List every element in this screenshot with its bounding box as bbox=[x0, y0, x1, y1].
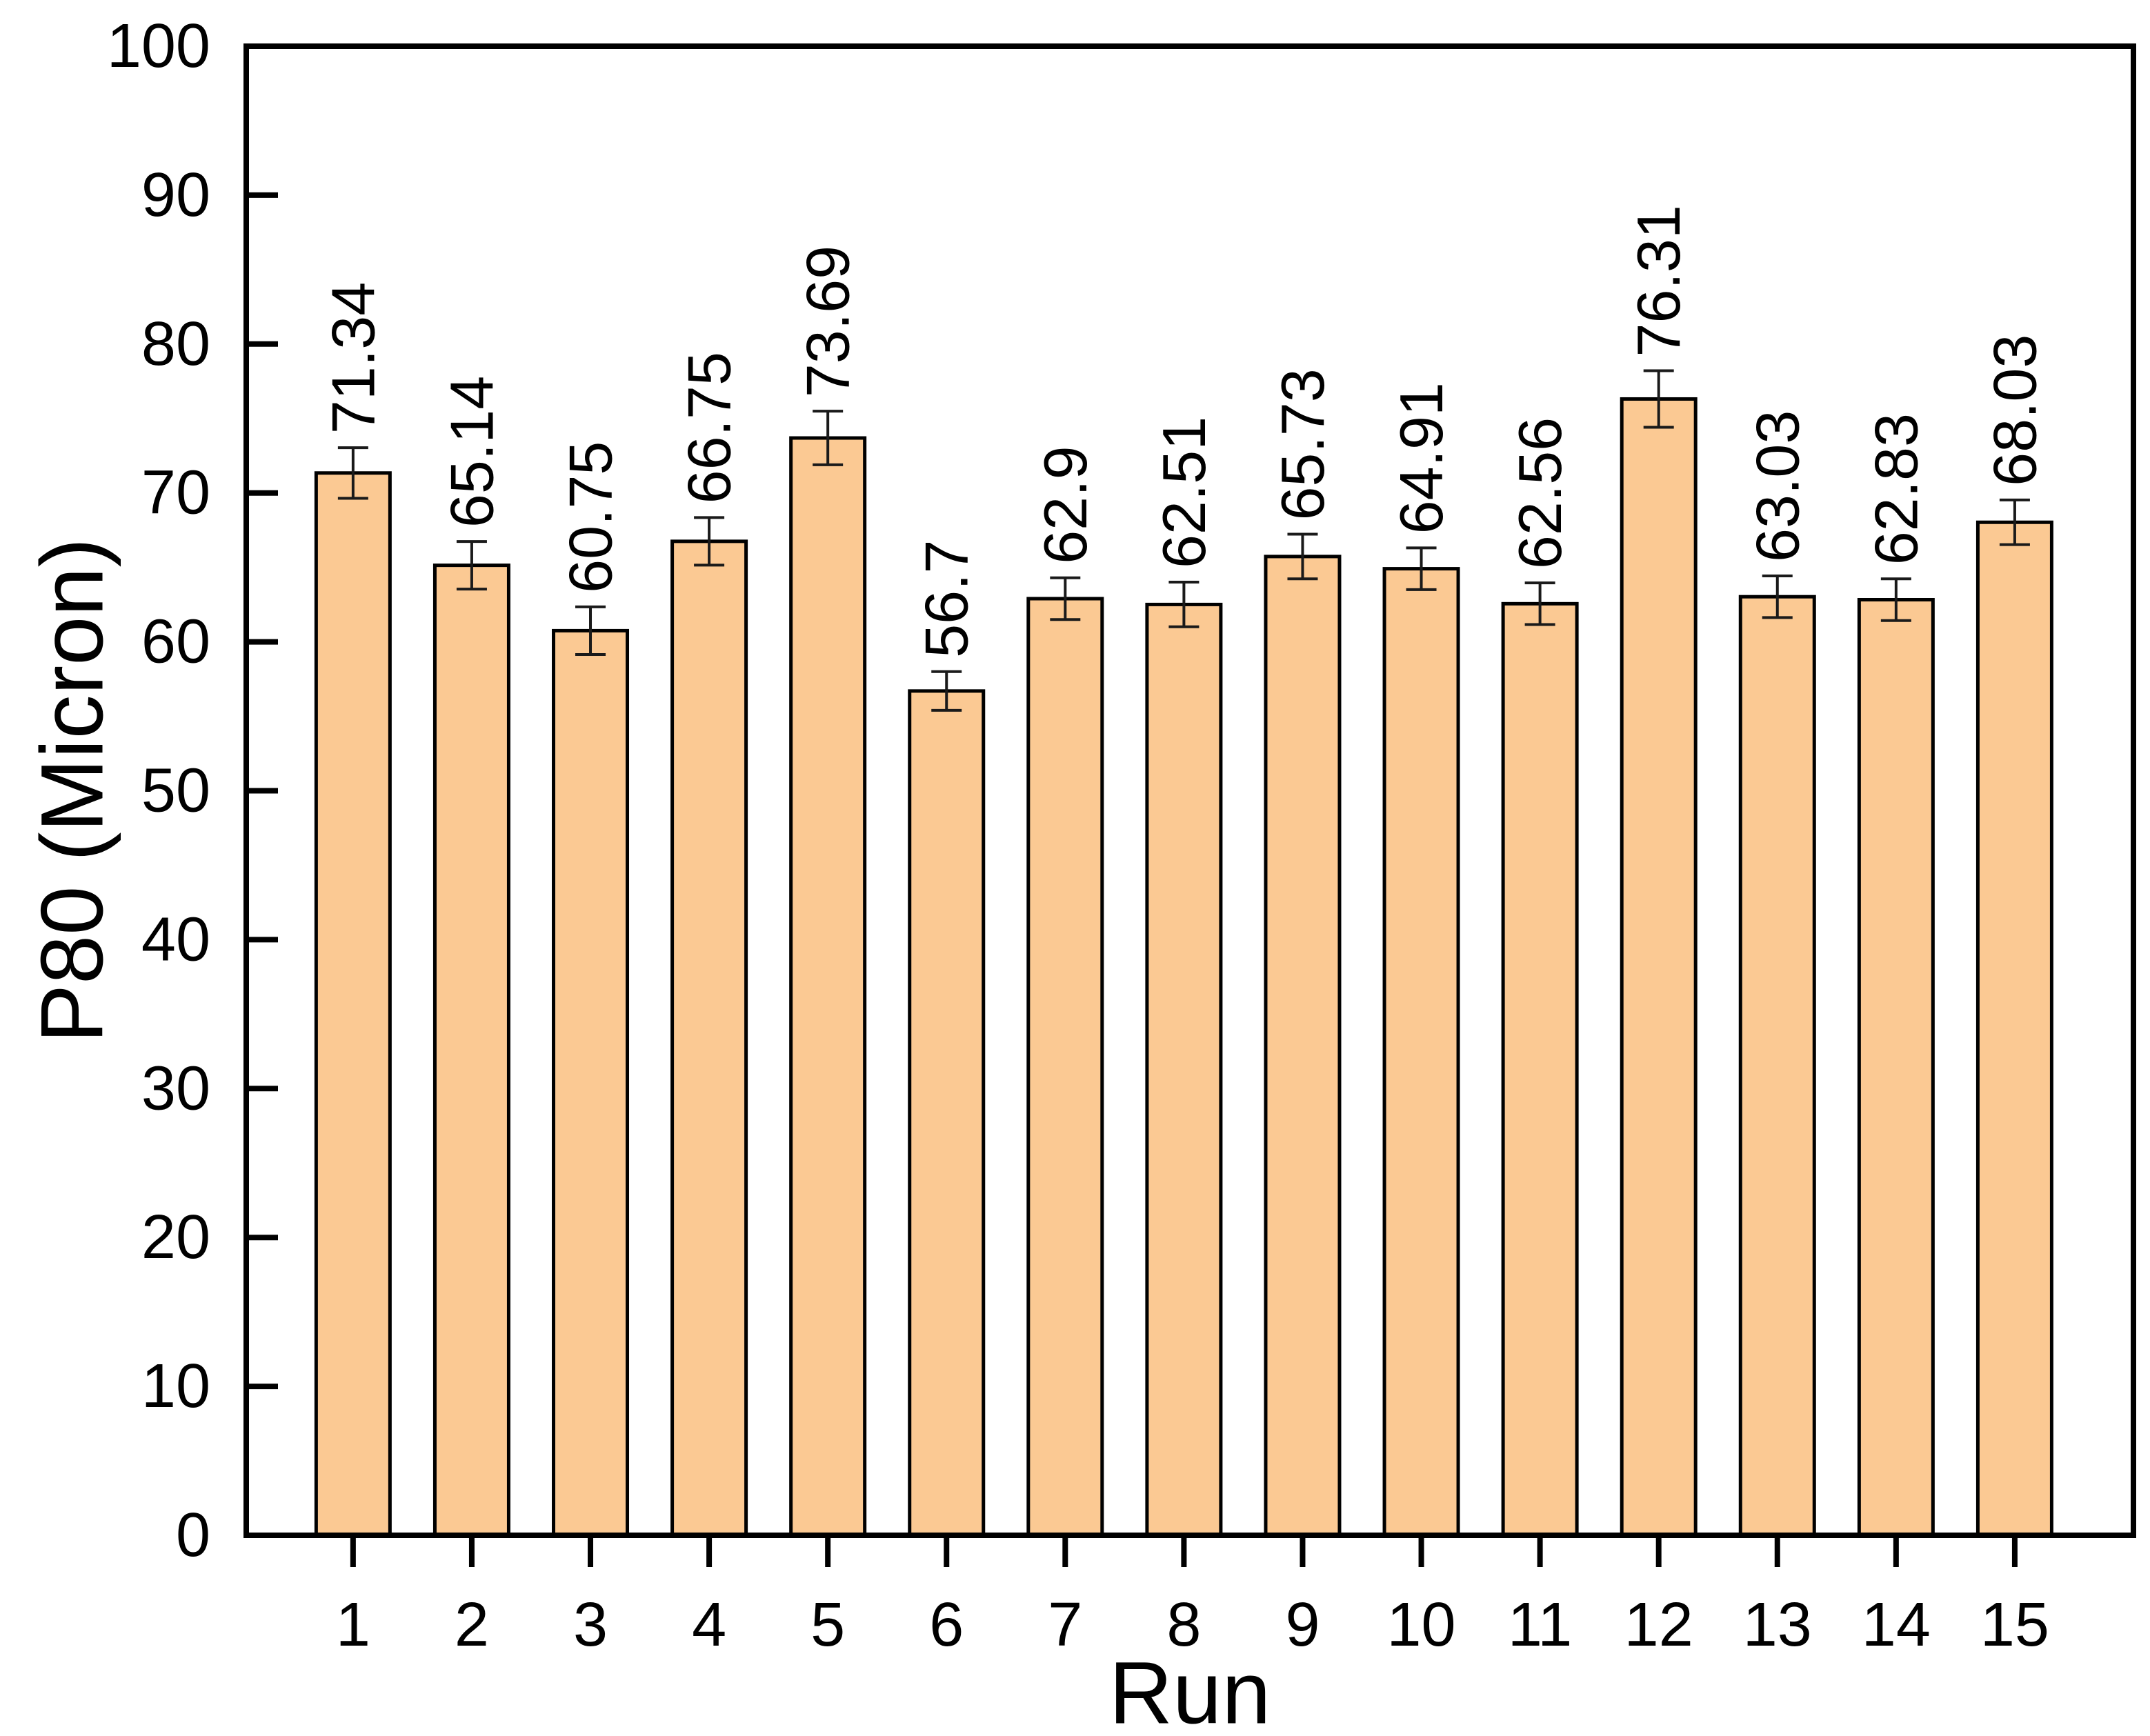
bar bbox=[1857, 598, 1935, 1537]
y-tick-label: 0 bbox=[176, 1501, 210, 1570]
bar bbox=[1264, 555, 1342, 1537]
y-axis-tick-labels: 0 10 20 30 40 50 60 70 80 90 100 bbox=[107, 12, 210, 1570]
y-tick-label: 40 bbox=[141, 905, 210, 974]
bar-value-label: 62.51 bbox=[1150, 417, 1218, 568]
bar-value-label: 66.75 bbox=[675, 352, 744, 503]
y-tick-label: 100 bbox=[107, 12, 210, 81]
y-tick-label: 80 bbox=[141, 310, 210, 379]
x-tick-label: 12 bbox=[1624, 1590, 1693, 1659]
error-bar bbox=[1168, 581, 1200, 628]
error-bar bbox=[931, 670, 962, 712]
error-bar bbox=[813, 410, 844, 466]
x-axis-tick-labels: 1 2 3 4 5 6 7 8 9 10 11 12 13 14 15 bbox=[336, 1590, 2049, 1659]
bar bbox=[1501, 601, 1579, 1537]
error-bar bbox=[1880, 577, 1911, 622]
x-axis-title: Run bbox=[1109, 1644, 1271, 1736]
bar bbox=[314, 471, 392, 1537]
bar-value-label: 56.7 bbox=[913, 539, 981, 657]
bars-group bbox=[314, 397, 2053, 1537]
bar-value-label: 73.69 bbox=[794, 246, 862, 397]
y-tick-label: 20 bbox=[141, 1203, 210, 1272]
bar bbox=[432, 563, 510, 1537]
bar-value-label: 71.34 bbox=[319, 282, 387, 434]
error-bar bbox=[456, 540, 487, 591]
x-axis-ticks bbox=[350, 1535, 2018, 1567]
bar bbox=[670, 539, 748, 1537]
error-bar bbox=[337, 446, 368, 500]
x-tick-label: 15 bbox=[1980, 1590, 2049, 1659]
error-bar bbox=[1406, 546, 1437, 591]
bar-value-label: 60.75 bbox=[557, 441, 625, 593]
error-bar bbox=[575, 605, 606, 656]
x-tick-label: 4 bbox=[692, 1590, 726, 1659]
y-tick-label: 10 bbox=[141, 1352, 210, 1421]
error-bar bbox=[1524, 581, 1555, 626]
bar bbox=[908, 689, 986, 1537]
bar-value-label: 65.14 bbox=[437, 376, 506, 528]
value-labels-group: 71.34 65.14 60.75 66.75 73.69 56.7 62.9 62.51 65… bbox=[319, 205, 2049, 658]
x-tick-label: 13 bbox=[1743, 1590, 1812, 1659]
error-bar bbox=[1287, 532, 1318, 581]
y-tick-label: 70 bbox=[141, 459, 210, 528]
bar bbox=[552, 628, 630, 1537]
x-tick-label: 10 bbox=[1386, 1590, 1455, 1659]
bar bbox=[789, 436, 867, 1537]
y-axis-ticks bbox=[246, 43, 278, 1538]
bar-value-label: 65.73 bbox=[1268, 368, 1337, 520]
bar bbox=[1975, 520, 2053, 1537]
bar bbox=[1382, 567, 1460, 1537]
bar bbox=[1620, 397, 1698, 1537]
bar-value-label: 76.31 bbox=[1624, 205, 1693, 357]
error-bar bbox=[694, 516, 725, 567]
bar-value-label: 68.03 bbox=[1980, 335, 2049, 486]
x-tick-label: 6 bbox=[929, 1590, 964, 1659]
bar-value-label: 62.9 bbox=[1031, 446, 1099, 563]
bar-value-label: 63.03 bbox=[1743, 410, 1811, 562]
y-tick-label: 90 bbox=[141, 161, 210, 230]
bar-value-label: 62.83 bbox=[1862, 413, 1930, 565]
x-tick-label: 11 bbox=[1508, 1590, 1572, 1659]
bar-value-label: 62.56 bbox=[1506, 417, 1574, 569]
bar bbox=[1145, 602, 1223, 1537]
x-tick-label: 7 bbox=[1048, 1590, 1082, 1659]
error-bars-group bbox=[337, 369, 2030, 712]
x-tick-label: 1 bbox=[336, 1590, 370, 1659]
bar bbox=[1026, 597, 1104, 1537]
y-tick-label: 50 bbox=[141, 757, 210, 826]
bar bbox=[1738, 595, 1816, 1537]
y-tick-label: 60 bbox=[141, 608, 210, 677]
x-tick-label: 3 bbox=[573, 1590, 608, 1659]
x-tick-label: 14 bbox=[1862, 1590, 1931, 1659]
error-bar bbox=[1643, 369, 1674, 429]
error-bar bbox=[1999, 498, 2030, 546]
x-tick-label: 2 bbox=[455, 1590, 489, 1659]
y-tick-label: 30 bbox=[141, 1054, 210, 1123]
bar-value-label: 64.91 bbox=[1387, 382, 1455, 534]
y-axis-title: P80 (Micron) bbox=[23, 538, 122, 1044]
x-tick-label: 5 bbox=[810, 1590, 845, 1659]
error-bar bbox=[1762, 574, 1793, 619]
x-tick-label: 8 bbox=[1166, 1590, 1201, 1659]
error-bar bbox=[1050, 576, 1081, 621]
x-tick-label: 9 bbox=[1285, 1590, 1320, 1659]
